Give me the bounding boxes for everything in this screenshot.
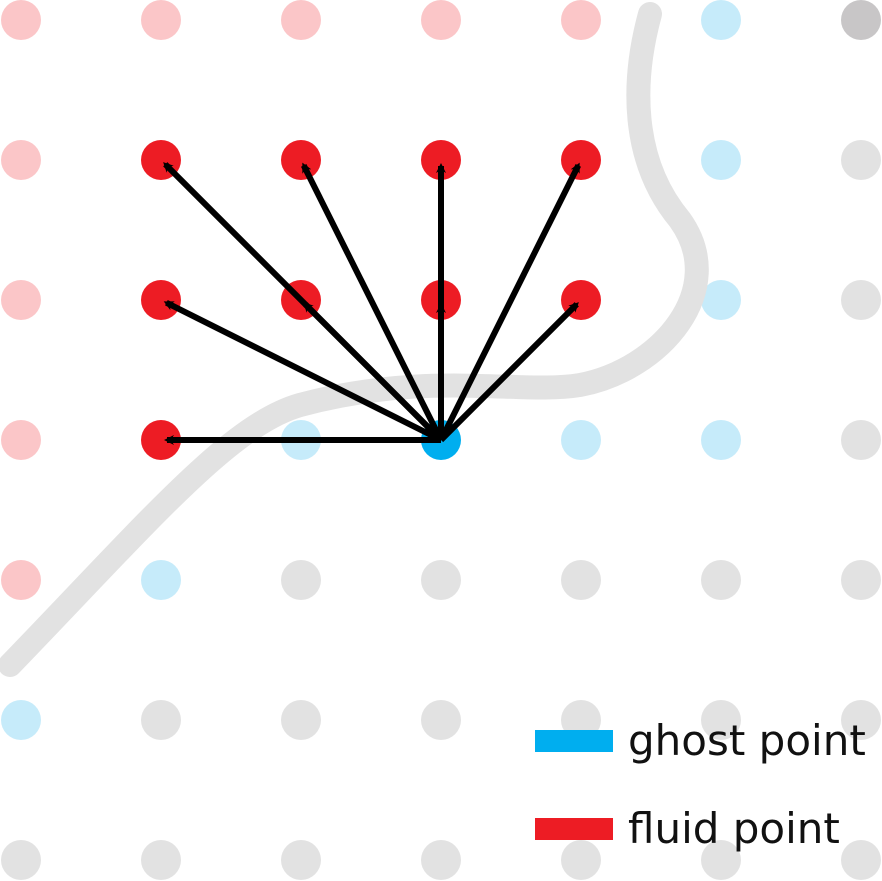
immersed-boundary-curve — [0, 2, 709, 677]
stencil-arrow — [303, 302, 444, 443]
legend-fluid-swatch — [535, 818, 613, 840]
grid-point-solid-dark — [841, 0, 881, 40]
grid-point-solid-faded — [841, 280, 881, 320]
grid-point-fluid-faded — [1, 140, 41, 180]
grid-point-solid-faded — [841, 420, 881, 460]
grid-point-solid-faded — [701, 700, 741, 740]
grid-point-solid-faded — [421, 700, 461, 740]
grid-point-solid-faded — [561, 840, 601, 880]
stencil-arrow — [301, 162, 444, 442]
grid-point-ghost-faded — [701, 0, 741, 40]
legend: ghost point fluid point — [535, 716, 866, 853]
grid-point-ghost-faded — [701, 140, 741, 180]
grid-point-solid-faded — [701, 840, 741, 880]
fluid-point — [421, 140, 461, 180]
grid-point-solid-faded — [841, 560, 881, 600]
fluid-point — [281, 140, 321, 180]
grid-point-solid-faded — [841, 700, 881, 740]
stencil-arrow — [438, 302, 579, 443]
grid-point-solid-faded — [281, 560, 321, 600]
grid-point-fluid-faded — [141, 0, 181, 40]
grid-point-fluid-faded — [1, 280, 41, 320]
grid-point-fluid-faded — [1, 420, 41, 460]
grid-point-ghost-faded — [701, 280, 741, 320]
fluid-point — [141, 420, 181, 460]
grid-point-solid-faded — [421, 840, 461, 880]
grid-point-solid-faded — [1, 840, 41, 880]
grid-point-solid-faded — [141, 700, 181, 740]
fluid-point — [141, 280, 181, 320]
grid-point-solid-faded — [141, 840, 181, 880]
grid-point-ghost-faded — [141, 560, 181, 600]
grid-point-fluid-faded — [1, 0, 41, 40]
grid-point-solid-faded — [421, 560, 461, 600]
grid-point-fluid-faded — [1, 560, 41, 600]
grid-point-solid-faded — [841, 840, 881, 880]
stencil-arrow — [163, 300, 443, 443]
grid-point-solid-faded — [281, 700, 321, 740]
grid-point-fluid-faded — [421, 0, 461, 40]
grid-point-solid-faded — [281, 840, 321, 880]
legend-ghost-swatch — [535, 730, 613, 752]
grid-point-ghost-faded — [1, 700, 41, 740]
grid-point-fluid-faded — [561, 0, 601, 40]
grid-point-ghost-faded — [561, 420, 601, 460]
grid-point-solid-faded — [701, 560, 741, 600]
grid-point-fluid-faded — [281, 0, 321, 40]
grid-point-solid-faded — [841, 140, 881, 180]
interpolation-arrows — [163, 162, 581, 445]
grid-point-ghost-faded — [701, 420, 741, 460]
legend-ghost-label: ghost point — [628, 716, 866, 765]
fluid-point — [561, 140, 601, 180]
legend-fluid-label: fluid point — [628, 804, 840, 853]
stencil-arrow — [438, 162, 581, 442]
grid-point-solid-faded — [561, 560, 601, 600]
